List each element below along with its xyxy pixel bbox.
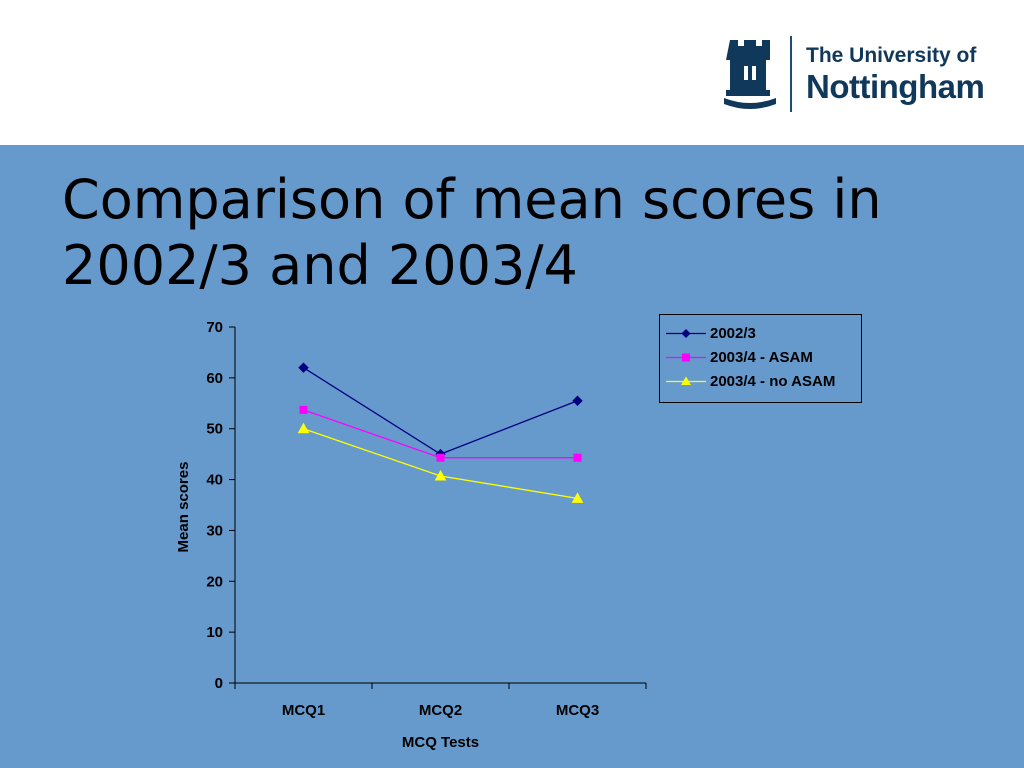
university-logo: The University of Nottingham — [722, 34, 992, 114]
legend-item: 2003/4 - no ASAM — [660, 370, 860, 392]
y-tick-label: 70 — [206, 319, 223, 336]
y-tick-label: 30 — [206, 522, 223, 539]
legend-label: 2003/4 - ASAM — [710, 349, 813, 366]
y-tick-label: 40 — [206, 472, 223, 489]
data-point-series-3 — [297, 422, 310, 434]
y-tick-label: 60 — [206, 370, 223, 387]
legend-swatch — [666, 376, 706, 385]
x-axis-title: MCQ Tests — [402, 734, 479, 751]
y-tick-label: 10 — [206, 624, 223, 641]
legend-label: 2002/3 — [710, 325, 756, 342]
logo-text-line1: The University of — [806, 44, 977, 67]
data-point-series-2 — [573, 453, 582, 462]
data-point-series-3 — [434, 469, 447, 481]
legend-swatch — [666, 329, 706, 338]
data-point-series-2 — [299, 405, 308, 414]
y-tick-label: 50 — [206, 421, 223, 438]
data-point-series-3 — [571, 492, 584, 503]
x-tick-label: MCQ1 — [282, 702, 325, 719]
y-tick-label: 20 — [206, 573, 223, 590]
logo-divider — [790, 36, 792, 112]
y-tick-label: 0 — [215, 675, 223, 692]
data-point-series-2 — [436, 453, 445, 462]
data-point-series-1 — [298, 362, 309, 373]
legend-label: 2003/4 - no ASAM — [710, 373, 836, 390]
legend-item: 2002/3 — [660, 322, 860, 344]
series-line-3 — [303, 428, 578, 500]
data-point-series-1 — [572, 395, 583, 406]
slide-header: The University of Nottingham — [0, 0, 1024, 145]
slide-body: Comparison of mean scores in 2002/3 and … — [0, 145, 1024, 768]
chart-legend: 2002/3 2003/4 - ASAM 2003/4 - no ASAM — [659, 314, 862, 403]
y-axis-title: Mean scores — [175, 462, 192, 553]
logo-text-line2: Nottingham — [806, 68, 985, 105]
castle-crest-icon — [724, 40, 776, 109]
slide-title: Comparison of mean scores in 2002/3 and … — [62, 168, 882, 297]
legend-swatch — [666, 353, 706, 362]
legend-item: 2003/4 - ASAM — [660, 346, 860, 368]
x-tick-label: MCQ2 — [419, 702, 462, 719]
series-line-1 — [303, 367, 578, 455]
x-tick-label: MCQ3 — [556, 702, 599, 719]
